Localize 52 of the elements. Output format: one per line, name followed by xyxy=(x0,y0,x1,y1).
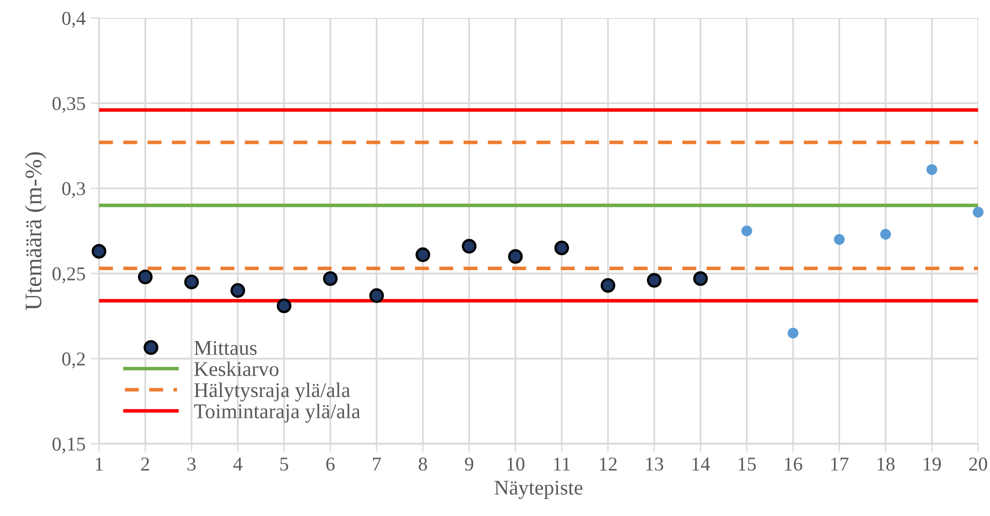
x-tick-label: 4 xyxy=(233,458,242,470)
point xyxy=(741,226,752,236)
x-axis-title: Näytepiste xyxy=(494,480,582,500)
point xyxy=(646,272,662,288)
point xyxy=(138,270,153,284)
point xyxy=(880,228,891,240)
y-tick-label: 0,3 xyxy=(62,182,86,198)
y-tick-label: 0,15 xyxy=(52,438,86,454)
x-tick-label: 18 xyxy=(878,458,895,471)
point xyxy=(416,247,430,262)
x-tick-label: 6 xyxy=(326,458,335,471)
point xyxy=(554,240,570,256)
legend-label: Toimintaraja ylä/ala xyxy=(194,404,360,423)
point xyxy=(972,206,984,218)
y-tick-label: 0,2 xyxy=(62,352,85,368)
x-tick-label: 20 xyxy=(969,458,988,471)
x-tick-label: 5 xyxy=(280,458,288,471)
y-tick-label: 0,25 xyxy=(52,267,86,284)
x-tick-label: 12 xyxy=(600,458,617,470)
x-tick-label: 2 xyxy=(141,458,150,470)
y-tick-label: 0,4 xyxy=(62,12,86,28)
y-tick-label: 0,35 xyxy=(52,97,86,113)
legend-label: Keskiarvo xyxy=(194,361,278,376)
x-tick-label: 19 xyxy=(924,458,941,471)
x-tick-label: 1 xyxy=(96,458,103,470)
legend-label: Hälytysraja ylä/ala xyxy=(194,382,350,402)
point xyxy=(600,278,616,293)
point xyxy=(184,274,199,290)
point xyxy=(926,164,938,175)
point xyxy=(323,271,338,286)
point xyxy=(462,238,476,254)
x-tick-label: 17 xyxy=(831,458,848,470)
x-tick-label: 15 xyxy=(738,458,756,471)
y-axis-title: Utemäärä (m-%) xyxy=(24,152,46,310)
point xyxy=(834,234,845,245)
point xyxy=(693,271,708,286)
point xyxy=(369,288,384,303)
point xyxy=(92,244,106,259)
x-tick-label: 3 xyxy=(188,458,196,471)
legend-label: Mittaus xyxy=(194,340,257,355)
x-tick-label: 13 xyxy=(646,458,664,471)
x-tick-label: 16 xyxy=(785,458,802,471)
x-tick-label: 11 xyxy=(554,458,570,470)
x-tick-label: 14 xyxy=(692,458,710,470)
point xyxy=(230,283,246,298)
x-tick-label: 9 xyxy=(464,458,474,471)
x-tick-label: 10 xyxy=(507,458,524,471)
point xyxy=(508,249,523,264)
x-tick-label: 7 xyxy=(373,458,381,470)
point xyxy=(788,328,798,338)
x-tick-label: 8 xyxy=(418,458,428,471)
point xyxy=(276,298,292,314)
